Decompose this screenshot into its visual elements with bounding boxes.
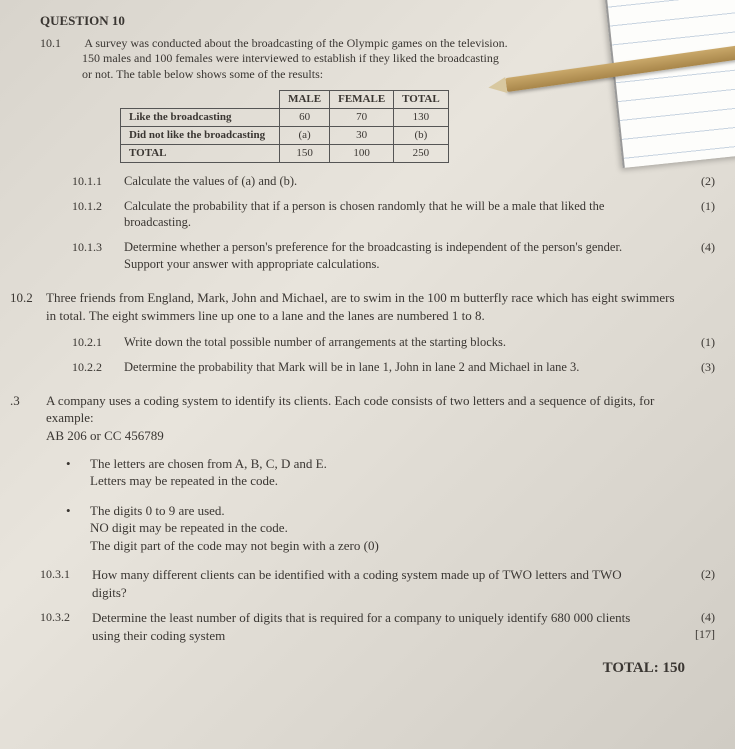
- code-rules: • The letters are chosen from A, B, C, D…: [66, 455, 715, 555]
- subtext: Determine the probability that Mark will…: [124, 359, 685, 376]
- cell: 150: [280, 144, 330, 162]
- sectext: A company uses a coding system to identi…: [46, 392, 715, 445]
- secnum: 10.2: [10, 289, 46, 307]
- q10-1-3: 10.1.3 Determine whether a person's pref…: [72, 239, 715, 273]
- q10-2-2: 10.2.2 Determine the probability that Ma…: [72, 359, 715, 376]
- mark: (2): [685, 173, 715, 189]
- subnum: 10.2.1: [72, 334, 124, 350]
- bullet-icon: •: [66, 455, 90, 490]
- q10-3-1: 10.3.1 How many different clients can be…: [40, 566, 715, 601]
- mark: (1): [685, 198, 715, 214]
- line: The digit part of the code may not begin…: [90, 538, 379, 553]
- row-notlike: Did not like the broadcasting: [121, 127, 280, 145]
- mark-val: (4): [701, 610, 715, 624]
- col-total: TOTAL: [394, 91, 449, 109]
- subnum: 10.1.3: [72, 239, 124, 255]
- subtext: Determine the least number of digits tha…: [92, 609, 685, 644]
- sectext: Three friends from England, Mark, John a…: [46, 289, 715, 324]
- subnum: 10.2.2: [72, 359, 124, 375]
- mark: (4) [17]: [685, 609, 715, 641]
- q10-1-number: 10.1: [40, 36, 82, 52]
- cell: 250: [394, 144, 449, 162]
- col-female: FEMALE: [330, 91, 394, 109]
- mark: (1): [685, 334, 715, 350]
- subtext: How many different clients can be identi…: [92, 566, 685, 601]
- bullet-text: The digits 0 to 9 are used. NO digit may…: [90, 502, 715, 555]
- line: NO digit may be repeated in the code.: [90, 520, 288, 535]
- survey-table: MALE FEMALE TOTAL Like the broadcasting …: [120, 90, 449, 162]
- secnum: .3: [10, 392, 46, 410]
- q10-3-2: 10.3.2 Determine the least number of dig…: [40, 609, 715, 644]
- subnum: 10.1.1: [72, 173, 124, 189]
- col-male: MALE: [280, 91, 330, 109]
- line: Letters may be repeated in the code.: [90, 473, 278, 488]
- cell: (b): [394, 127, 449, 145]
- q10-3: .3 A company uses a coding system to ide…: [10, 392, 715, 445]
- cell: 100: [330, 144, 394, 162]
- subtext: Determine whether a person's preference …: [124, 239, 685, 273]
- subnum: 10.3.1: [40, 566, 92, 582]
- notebook-prop: [604, 0, 735, 168]
- subtotal: [17]: [695, 627, 715, 641]
- cell: 130: [394, 109, 449, 127]
- q10-2-1: 10.2.1 Write down the total possible num…: [72, 334, 715, 351]
- q10-2: 10.2 Three friends from England, Mark, J…: [10, 289, 715, 324]
- subnum: 10.3.2: [40, 609, 92, 625]
- line: The digits 0 to 9 are used.: [90, 503, 225, 518]
- subtext: Calculate the values of (a) and (b).: [124, 173, 685, 190]
- mark: (4): [685, 239, 715, 255]
- cell: 60: [280, 109, 330, 127]
- mark: (3): [685, 359, 715, 375]
- mark: (2): [685, 566, 715, 582]
- line: A company uses a coding system to identi…: [46, 393, 654, 426]
- subtext: Calculate the probability that if a pers…: [124, 198, 685, 232]
- intro-line-2: 150 males and 100 females were interview…: [82, 51, 499, 67]
- intro-line-3: or not. The table below shows some of th…: [82, 67, 323, 83]
- cell: 70: [330, 109, 394, 127]
- bullet-icon: •: [66, 502, 90, 555]
- intro-line-1: A survey was conducted about the broadca…: [84, 36, 507, 50]
- line: AB 206 or CC 456789: [46, 428, 164, 443]
- subnum: 10.1.2: [72, 198, 124, 214]
- cell: 30: [330, 127, 394, 145]
- row-total: TOTAL: [121, 144, 280, 162]
- q10-1-1: 10.1.1 Calculate the values of (a) and (…: [72, 173, 715, 190]
- row-like: Like the broadcasting: [121, 109, 280, 127]
- cell: (a): [280, 127, 330, 145]
- grand-total: TOTAL: 150: [10, 658, 685, 678]
- subtext: Write down the total possible number of …: [124, 334, 685, 351]
- line: The letters are chosen from A, B, C, D a…: [90, 456, 327, 471]
- bullet-text: The letters are chosen from A, B, C, D a…: [90, 455, 715, 490]
- q10-1-2: 10.1.2 Calculate the probability that if…: [72, 198, 715, 232]
